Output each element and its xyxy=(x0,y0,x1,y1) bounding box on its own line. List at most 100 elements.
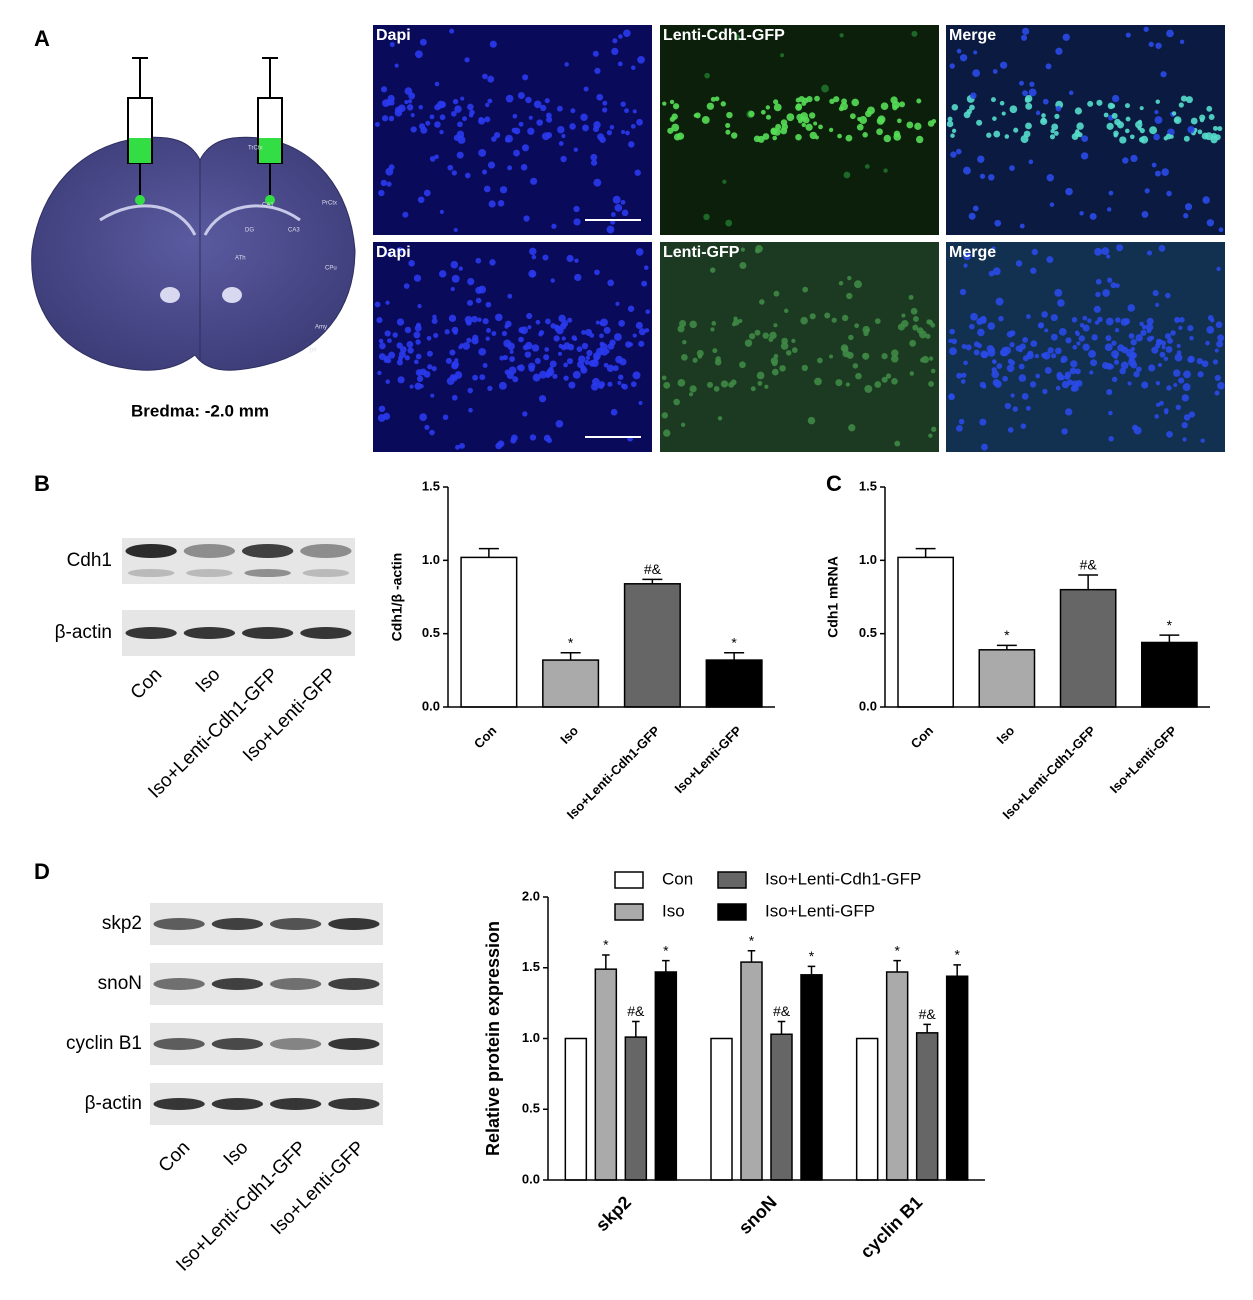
cell xyxy=(1146,336,1153,342)
cell xyxy=(958,418,965,425)
cell xyxy=(1218,227,1224,233)
cell xyxy=(561,320,569,327)
cell xyxy=(998,315,1004,322)
cell xyxy=(426,335,432,341)
cell xyxy=(450,287,455,292)
cell xyxy=(484,116,491,123)
cell xyxy=(475,297,482,304)
cell xyxy=(501,330,508,337)
cell xyxy=(928,433,933,438)
cell xyxy=(495,313,503,322)
cell xyxy=(1055,47,1063,55)
cell xyxy=(624,108,629,114)
cell xyxy=(434,154,439,160)
cell xyxy=(594,67,601,75)
cell xyxy=(439,129,444,135)
cell xyxy=(1108,364,1114,370)
cell xyxy=(1208,114,1215,120)
cell xyxy=(544,347,549,352)
cell xyxy=(992,69,998,74)
cell xyxy=(764,384,769,389)
cell xyxy=(663,429,671,437)
cell xyxy=(1101,247,1110,256)
cell xyxy=(574,258,579,263)
cell xyxy=(1071,317,1078,323)
cell xyxy=(717,416,723,421)
error-bar xyxy=(642,578,663,584)
cell xyxy=(1019,343,1026,350)
annotation: #& xyxy=(627,1003,645,1019)
cell xyxy=(1089,370,1094,375)
cell xyxy=(1155,99,1161,104)
cell xyxy=(1171,111,1177,116)
cell xyxy=(499,355,505,361)
cell xyxy=(447,164,454,171)
cell xyxy=(482,73,488,80)
cell xyxy=(1212,125,1218,131)
cell xyxy=(1196,358,1203,365)
cell xyxy=(471,315,478,323)
cell xyxy=(992,267,1001,276)
cell xyxy=(612,365,619,372)
cell xyxy=(725,129,731,135)
cell xyxy=(785,350,792,356)
bar xyxy=(915,1032,939,1181)
cell xyxy=(1069,367,1077,375)
cell xyxy=(1119,367,1126,375)
error-bar xyxy=(632,1020,640,1038)
annotation: * xyxy=(568,634,574,650)
cell xyxy=(596,93,604,101)
cell xyxy=(482,318,489,325)
error-bar xyxy=(893,959,901,972)
cell xyxy=(891,100,900,109)
cell xyxy=(1111,376,1118,383)
cell xyxy=(557,125,565,134)
cell xyxy=(1015,260,1023,267)
cell xyxy=(1075,129,1080,134)
cell xyxy=(1166,385,1172,391)
cell xyxy=(570,108,576,114)
cell xyxy=(1199,114,1206,121)
cell xyxy=(1026,314,1031,319)
cell xyxy=(963,360,968,366)
cell xyxy=(814,95,820,102)
cell xyxy=(772,135,778,141)
cell xyxy=(637,55,645,64)
cell xyxy=(883,134,892,143)
cell xyxy=(955,148,962,155)
cell xyxy=(1025,122,1032,130)
cell xyxy=(540,104,547,112)
cell xyxy=(908,294,914,300)
cell xyxy=(572,370,581,379)
cell xyxy=(1164,410,1169,415)
cell xyxy=(1078,335,1086,342)
cell xyxy=(513,149,520,157)
cell xyxy=(1030,340,1038,348)
cell xyxy=(972,205,979,212)
cell xyxy=(1104,343,1113,352)
x-tick-label: Con xyxy=(471,723,500,752)
x-tick-label: Con xyxy=(908,723,937,752)
cell xyxy=(416,375,424,382)
cell xyxy=(915,135,924,144)
cell xyxy=(1197,129,1203,135)
cell xyxy=(1116,244,1124,252)
cell xyxy=(1206,105,1213,112)
cell xyxy=(632,333,637,338)
cell xyxy=(780,53,785,58)
cell xyxy=(414,50,423,59)
cell xyxy=(1111,94,1120,103)
cell xyxy=(590,382,599,391)
cell xyxy=(1146,250,1153,256)
cell xyxy=(1153,133,1160,141)
blot-band xyxy=(269,1098,322,1110)
cell xyxy=(403,283,410,289)
cell xyxy=(1089,212,1097,220)
cell xyxy=(831,317,837,323)
bar xyxy=(1059,588,1117,708)
cell xyxy=(876,117,885,125)
cell xyxy=(1035,373,1041,379)
cell xyxy=(993,130,1001,138)
cell xyxy=(754,248,761,254)
blot-band xyxy=(211,1098,264,1110)
